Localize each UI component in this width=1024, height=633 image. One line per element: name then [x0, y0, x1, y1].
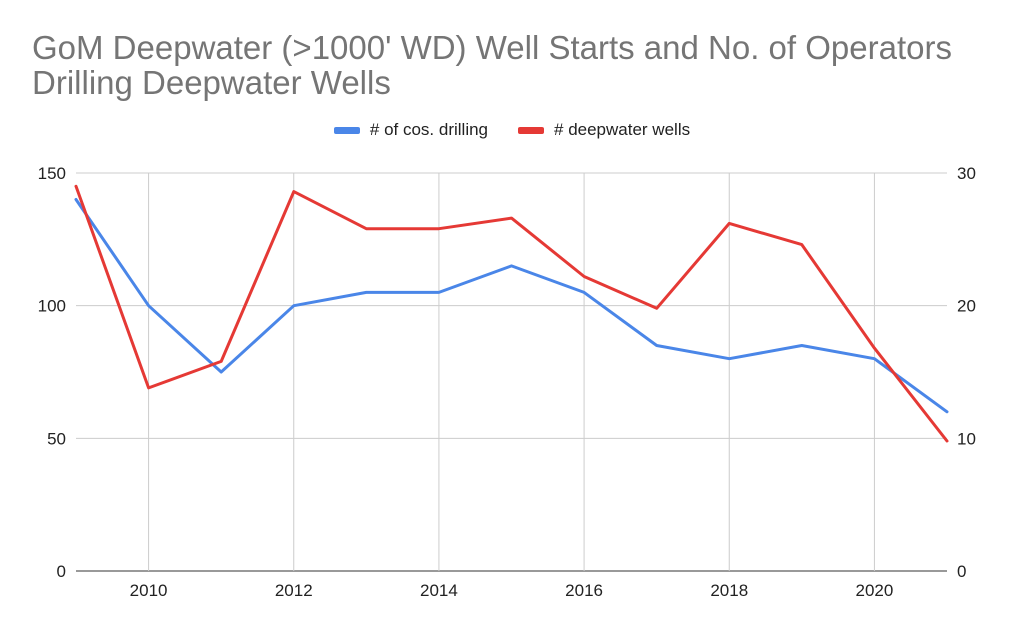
chart-title: GoM Deepwater (>1000' WD) Well Starts an… [32, 30, 1012, 100]
y-left-tick-label: 100 [38, 297, 66, 316]
x-tick-label: 2016 [565, 581, 603, 600]
legend-label-deepwater-wells: # deepwater wells [554, 120, 691, 139]
legend-item-cos-drilling: # of cos. drilling [333, 120, 489, 140]
legend-swatch-cos-drilling [333, 126, 360, 134]
series-line-cos-drilling [74, 198, 949, 414]
y-right-tick-label: 0 [957, 562, 966, 581]
chart-title-line-2: Drilling Deepwater Wells [32, 64, 391, 101]
x-tick-label: 2014 [420, 581, 458, 600]
y-left-tick-label: 50 [47, 429, 66, 448]
chart-title-line-1: GoM Deepwater (>1000' WD) Well Starts an… [32, 29, 952, 66]
legend-label-cos-drilling: # of cos. drilling [369, 120, 489, 139]
y-right-tick-label: 20 [957, 297, 976, 316]
chart-legend: # of cos. drilling # deepwater wells [0, 118, 1024, 142]
y-right-tick-label: 30 [957, 164, 976, 183]
series-line-deepwater-wells [74, 184, 949, 443]
x-tick-label: 2018 [710, 581, 748, 600]
legend-item-deepwater-wells: # deepwater wells [518, 120, 690, 140]
y-right-tick-label: 10 [957, 429, 976, 448]
y-left-tick-label: 0 [57, 562, 66, 581]
y-left-tick-label: 150 [38, 164, 66, 183]
legend-swatch-deepwater-wells [518, 126, 545, 134]
x-tick-label: 2010 [130, 581, 168, 600]
x-tick-label: 2020 [856, 581, 894, 600]
x-tick-label: 2012 [275, 581, 313, 600]
